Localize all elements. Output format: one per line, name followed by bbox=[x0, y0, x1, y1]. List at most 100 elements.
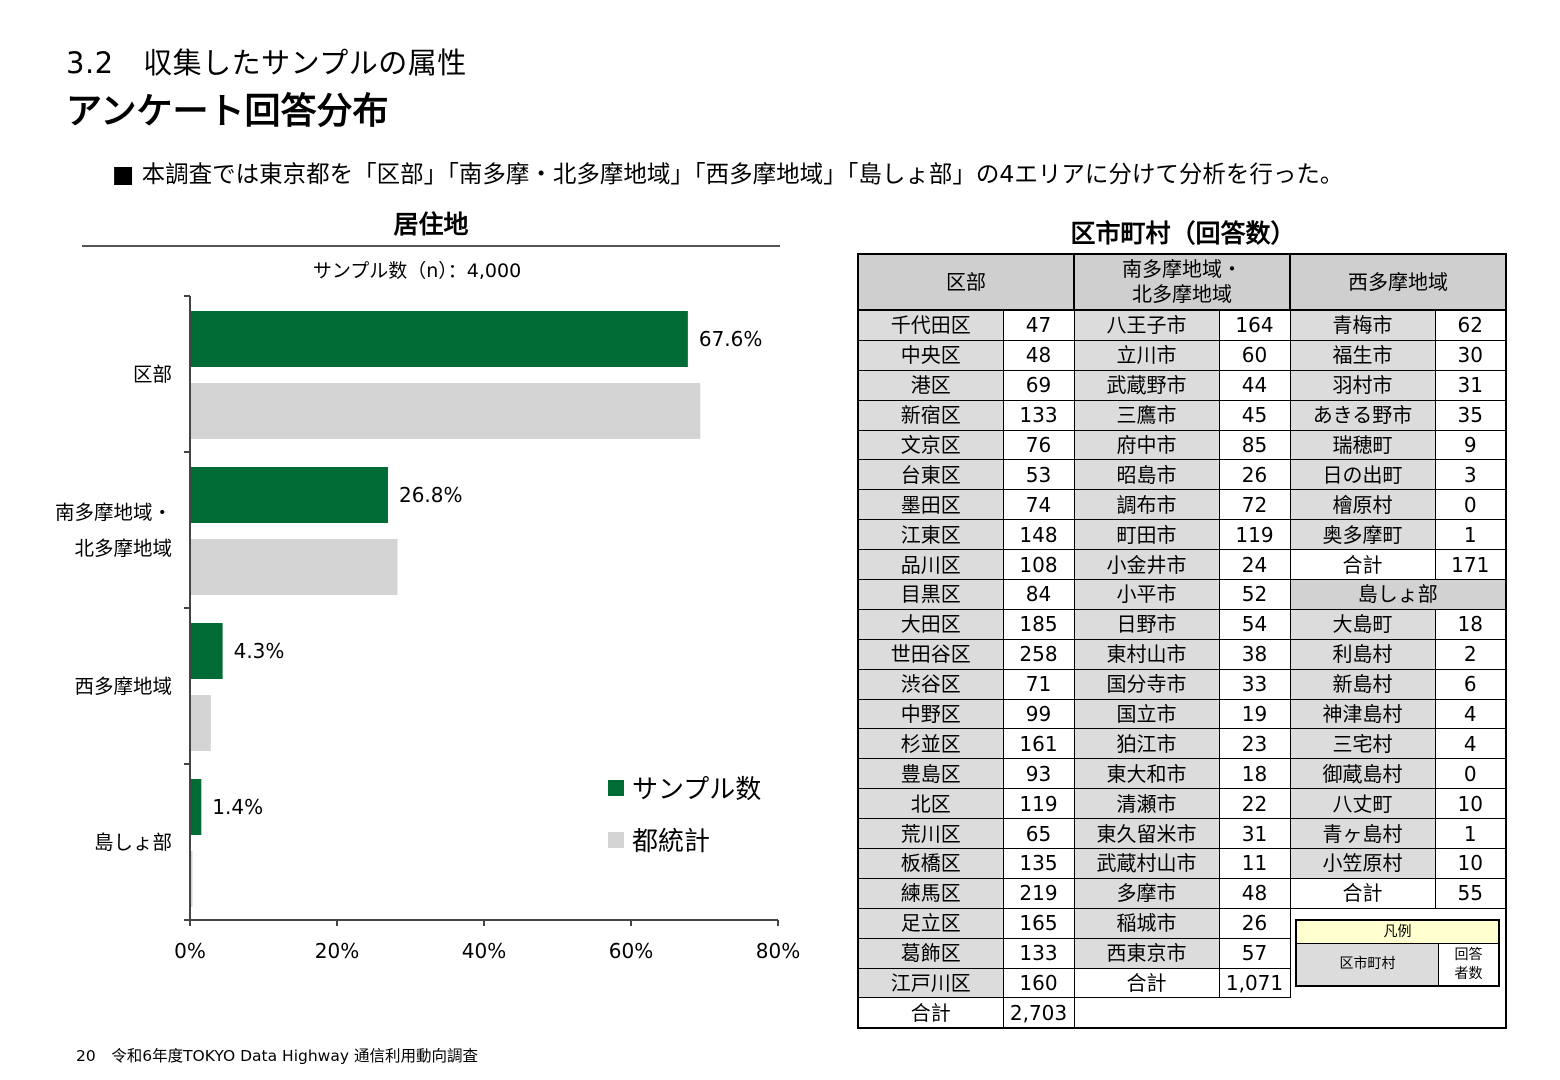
nishi-count-cell: 35 bbox=[1434, 399, 1507, 431]
ku-name-cell: 江戸川区 bbox=[857, 967, 1004, 999]
tama-name-cell: 稲城市 bbox=[1073, 907, 1220, 939]
chart-title-rule bbox=[82, 245, 780, 247]
ku-count-cell: 71 bbox=[1002, 668, 1075, 700]
table-row: 世田谷区 258 東村山市 38 利島村 2 bbox=[857, 638, 1507, 670]
tama-name-cell: 狛江市 bbox=[1073, 728, 1220, 760]
ku-name-cell: 千代田区 bbox=[857, 309, 1004, 341]
tama-name-cell: 三鷹市 bbox=[1073, 399, 1220, 431]
tama-count-cell: 85 bbox=[1218, 429, 1291, 461]
table-row: 杉並区 161 狛江市 23 三宅村 4 bbox=[857, 728, 1507, 760]
table-row: 台東区 53 昭島市 26 日の出町 3 bbox=[857, 459, 1507, 491]
ku-count-cell: 99 bbox=[1002, 698, 1075, 730]
bar-tokei-1 bbox=[191, 539, 398, 595]
x-tick-label: 60% bbox=[609, 939, 653, 963]
municipality-table: 区部 南多摩地域・ 北多摩地域 西多摩地域 千代田区 47 八王子市 164 青梅市 62 中央区 4… bbox=[857, 253, 1507, 1030]
ku-name-cell: 目黒区 bbox=[857, 579, 1004, 610]
ku-count-cell: 133 bbox=[1002, 937, 1075, 969]
tama-count-cell: 48 bbox=[1218, 877, 1291, 909]
ku-name-cell: 中野区 bbox=[857, 698, 1004, 730]
shima-count-cell: 0 bbox=[1434, 758, 1507, 790]
nishi-count-cell: 62 bbox=[1434, 309, 1507, 341]
tama-name-cell: 国分寺市 bbox=[1073, 668, 1220, 700]
shima-count-cell: 18 bbox=[1434, 608, 1507, 640]
shima-name-cell: 八丈町 bbox=[1289, 788, 1436, 820]
table-row: 目黒区 84 小平市 52 島しょ部 bbox=[857, 579, 1507, 610]
nishi-count-cell: 31 bbox=[1434, 369, 1507, 401]
table-row: 練馬区 219 多摩市 48 合計 55 bbox=[857, 877, 1507, 909]
category-label: 区部 bbox=[133, 363, 172, 386]
ku-count-cell: 53 bbox=[1002, 459, 1075, 491]
ku-count-cell: 48 bbox=[1002, 339, 1075, 371]
tama-total-value: 1,071 bbox=[1218, 967, 1291, 999]
tama-count-cell: 72 bbox=[1218, 489, 1291, 521]
tama-count-cell: 119 bbox=[1218, 519, 1291, 551]
shima-name-cell: 利島村 bbox=[1289, 638, 1436, 670]
table-row: 品川区 108 小金井市 24 合計 171 bbox=[857, 549, 1507, 581]
shima-name-cell: 新島村 bbox=[1289, 668, 1436, 700]
ku-count-cell: 135 bbox=[1002, 848, 1075, 879]
ku-count-cell: 219 bbox=[1002, 877, 1075, 909]
tama-count-cell: 26 bbox=[1218, 907, 1291, 939]
ku-name-cell: 板橋区 bbox=[857, 848, 1004, 879]
table-header-cell: 南多摩地域・ 北多摩地域 bbox=[1073, 253, 1291, 311]
legend-swatch bbox=[608, 832, 624, 848]
x-tick-label: 40% bbox=[462, 939, 506, 963]
tama-count-cell: 164 bbox=[1218, 309, 1291, 341]
category-label: 島しょ部 bbox=[94, 831, 172, 854]
nishi-name-cell: 羽村市 bbox=[1289, 369, 1436, 401]
table-row: 墨田区 74 調布市 72 檜原村 0 bbox=[857, 489, 1507, 521]
table-row: 中央区 48 立川市 60 福生市 30 bbox=[857, 339, 1507, 371]
ku-name-cell: 足立区 bbox=[857, 907, 1004, 939]
tama-count-cell: 22 bbox=[1218, 788, 1291, 820]
x-tick-label: 20% bbox=[315, 939, 359, 963]
tama-count-cell: 52 bbox=[1218, 579, 1291, 610]
tama-name-cell: 東久留米市 bbox=[1073, 818, 1220, 850]
ku-name-cell: 港区 bbox=[857, 369, 1004, 401]
ku-name-cell: 練馬区 bbox=[857, 877, 1004, 909]
ku-count-cell: 148 bbox=[1002, 519, 1075, 551]
tama-count-cell: 44 bbox=[1218, 369, 1291, 401]
tama-name-cell: 八王子市 bbox=[1073, 309, 1220, 341]
table-row: 荒川区 65 東久留米市 31 青ヶ島村 1 bbox=[857, 818, 1507, 850]
ku-name-cell: 新宿区 bbox=[857, 399, 1004, 431]
bar-data-label: 67.6% bbox=[699, 327, 763, 351]
page-title: アンケート回答分布 bbox=[66, 91, 389, 132]
table-row: 北区 119 清瀬市 22 八丈町 10 bbox=[857, 788, 1507, 820]
category-label: 西多摩地域 bbox=[74, 675, 172, 698]
shima-name-cell: 青ヶ島村 bbox=[1289, 818, 1436, 850]
shima-name-cell: 三宅村 bbox=[1289, 728, 1436, 760]
table-row: 足立区 165 稲城市 26 bbox=[857, 907, 1506, 939]
tama-count-cell: 18 bbox=[1218, 758, 1291, 790]
tama-name-cell: 立川市 bbox=[1073, 339, 1220, 371]
table-header-cell: 区部 bbox=[857, 253, 1075, 311]
legend-label: サンプル数 bbox=[632, 775, 761, 805]
tama-name-cell: 西東京市 bbox=[1073, 937, 1220, 969]
ku-name-cell: 葛飾区 bbox=[857, 937, 1004, 969]
tama-count-cell: 38 bbox=[1218, 638, 1291, 670]
ku-count-cell: 161 bbox=[1002, 728, 1075, 760]
nishi-name-cell: 奥多摩町 bbox=[1289, 519, 1436, 551]
x-tick-label: 80% bbox=[756, 939, 800, 963]
section-subtitle: 3.2 収集したサンプルの属性 bbox=[66, 46, 467, 80]
shima-count-cell: 1 bbox=[1434, 818, 1507, 850]
chart-sample-size: サンプル数（n）：4,000 bbox=[312, 260, 522, 282]
nishi-name-cell: 日の出町 bbox=[1289, 459, 1436, 491]
tama-name-cell: 東大和市 bbox=[1073, 758, 1220, 790]
bar-sample-3 bbox=[191, 779, 202, 835]
ku-name-cell: 品川区 bbox=[857, 549, 1004, 581]
bar-data-label: 1.4% bbox=[212, 795, 263, 819]
tama-count-cell: 31 bbox=[1218, 818, 1291, 850]
tama-count-cell: 33 bbox=[1218, 668, 1291, 700]
tama-name-cell: 清瀬市 bbox=[1073, 788, 1220, 820]
ku-count-cell: 258 bbox=[1002, 638, 1075, 670]
bar-data-label: 4.3% bbox=[234, 639, 285, 663]
ku-count-cell: 165 bbox=[1002, 907, 1075, 939]
ku-count-cell: 185 bbox=[1002, 608, 1075, 640]
bar-tokei-0 bbox=[191, 383, 701, 439]
nishi-count-cell: 0 bbox=[1434, 489, 1507, 521]
ku-count-cell: 93 bbox=[1002, 758, 1075, 790]
ku-count-cell: 47 bbox=[1002, 309, 1075, 341]
table-row: 合計 2,703 bbox=[857, 997, 1506, 1029]
tama-count-cell: 57 bbox=[1218, 937, 1291, 969]
tama-name-cell: 昭島市 bbox=[1073, 459, 1220, 491]
